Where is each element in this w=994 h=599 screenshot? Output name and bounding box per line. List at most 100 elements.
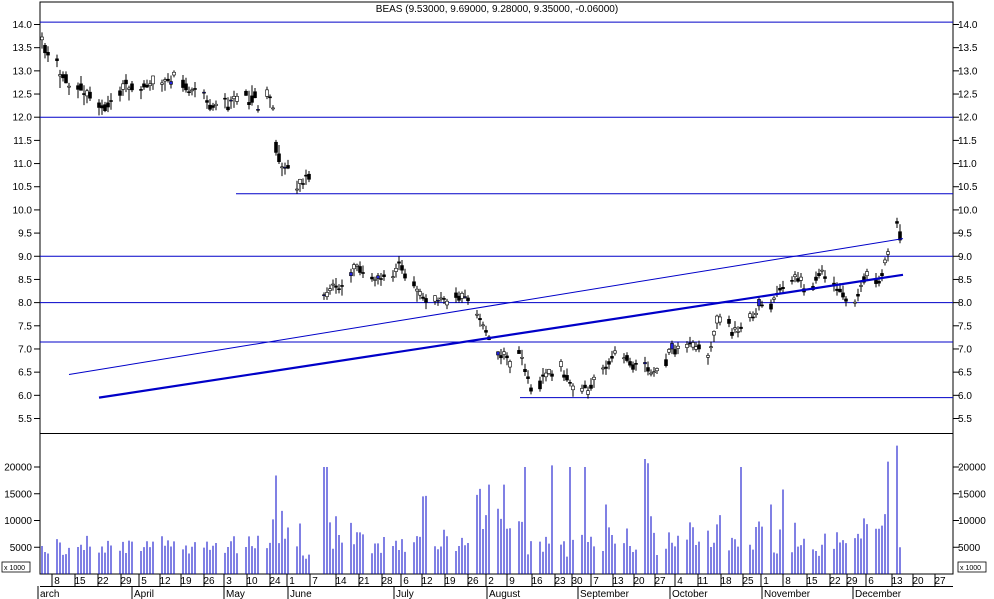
day-tick-label: 5	[141, 576, 147, 587]
volume-tick-label: 20000	[4, 463, 32, 474]
candle-body	[814, 276, 818, 281]
candle-body	[253, 91, 257, 99]
candles-layer	[40, 32, 902, 399]
candle	[895, 217, 899, 228]
candle-body	[634, 363, 638, 365]
month-label: May	[226, 589, 245, 599]
candle-body	[478, 318, 482, 321]
candle	[643, 356, 647, 373]
candle	[103, 101, 107, 113]
candle	[421, 292, 425, 301]
candle	[583, 380, 587, 389]
candle-body	[211, 105, 215, 108]
day-tick-label: 22	[829, 576, 841, 587]
candle-body	[85, 90, 89, 97]
candle	[550, 370, 554, 381]
candle	[148, 80, 152, 91]
candle-body	[646, 367, 650, 372]
candle-body	[103, 104, 107, 112]
candle-body	[124, 79, 128, 85]
date-axis: 8 15 22 29 5 12 19 26 3 10 24 1 7 14 21 28 6 12 19 26 2 9 16 23…	[37, 574, 953, 599]
candle-body	[625, 355, 629, 361]
candle-body	[580, 388, 584, 392]
candle-body	[709, 346, 713, 348]
candle	[586, 386, 590, 399]
trend-line	[68, 238, 904, 375]
candle-body	[145, 84, 149, 88]
candle	[463, 289, 467, 299]
candle	[529, 384, 533, 395]
price-tick-label: 13.0	[13, 66, 33, 77]
candle-body	[439, 297, 443, 300]
candle	[166, 73, 170, 83]
price-tick-label: 11.0	[13, 159, 32, 170]
candle	[43, 43, 47, 59]
candle-body	[181, 79, 185, 88]
day-tick-label: 19	[180, 576, 192, 587]
candle	[697, 340, 701, 353]
price-tick-label: 10.0	[13, 205, 33, 216]
candle-body	[412, 281, 416, 287]
day-tick-label: 4	[677, 576, 683, 587]
candle-body	[82, 93, 86, 95]
price-tick-label: 8.5	[18, 275, 32, 286]
candle-body	[169, 81, 173, 85]
candle	[559, 359, 563, 372]
candle-body	[583, 384, 587, 389]
candle-body	[748, 313, 752, 318]
candle	[733, 321, 737, 334]
candle	[256, 105, 260, 113]
candle	[397, 256, 401, 271]
candle	[325, 287, 329, 300]
day-tick-label: 24	[269, 576, 281, 587]
candle-body	[214, 103, 218, 106]
candle	[418, 288, 422, 300]
candle	[121, 80, 125, 96]
candle	[271, 105, 275, 111]
price-tick-label: 7.5	[18, 321, 32, 332]
candle-body	[397, 261, 401, 264]
day-tick-label: 8	[785, 576, 791, 587]
candle-body	[43, 45, 47, 54]
candle-body	[622, 357, 626, 360]
candle	[274, 139, 278, 156]
day-tick-label: 16	[531, 576, 543, 587]
candle	[670, 340, 674, 355]
candle-body	[433, 295, 437, 302]
candle	[460, 291, 464, 303]
candle	[235, 93, 239, 105]
candle-body	[496, 351, 500, 356]
candle	[88, 86, 92, 101]
candle-body	[142, 83, 146, 88]
day-tick-label: 25	[742, 576, 754, 587]
day-tick-label: 21	[358, 576, 370, 587]
candle-body	[517, 350, 521, 354]
candle-body	[442, 298, 446, 300]
candle	[646, 361, 650, 376]
candle	[769, 299, 773, 313]
candle-body	[40, 36, 44, 41]
candle	[748, 311, 752, 322]
candle	[799, 272, 803, 288]
candle	[223, 93, 227, 109]
candle-body	[484, 330, 488, 333]
candle	[484, 325, 488, 336]
candle-body	[61, 74, 65, 79]
candle-body	[856, 293, 860, 297]
day-tick-label: 27	[654, 576, 666, 587]
candle	[853, 299, 857, 307]
candle-body	[67, 85, 71, 88]
candle-body	[643, 362, 647, 365]
candle	[334, 278, 338, 294]
candle-body	[79, 83, 83, 91]
price-tick-label: 9.5	[18, 229, 32, 240]
candle-body	[592, 376, 596, 380]
candle-body	[280, 166, 284, 169]
month-label: arch	[40, 589, 59, 599]
candle	[268, 94, 272, 108]
day-tick-label: 30	[571, 576, 583, 587]
candle	[415, 285, 419, 302]
candle	[124, 74, 128, 93]
candle-body	[694, 346, 698, 350]
